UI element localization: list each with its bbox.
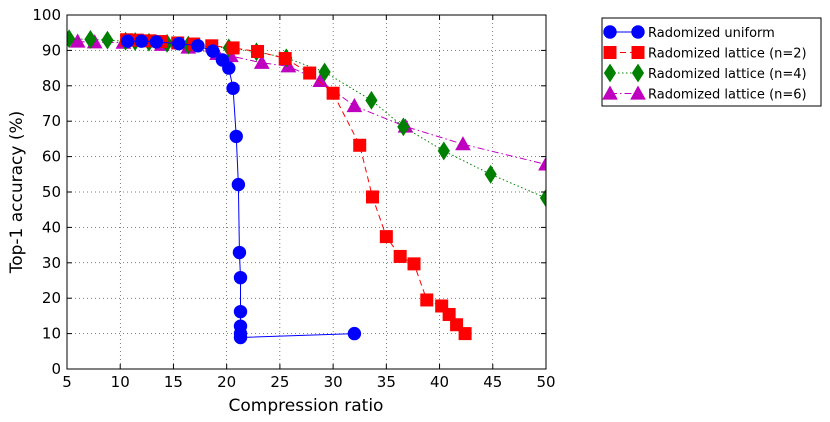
- x-tick-label: 20: [217, 373, 236, 391]
- data-point: [222, 61, 236, 75]
- data-point: [226, 81, 240, 95]
- data-point: [134, 34, 149, 48]
- data-point: [393, 249, 407, 263]
- y-tick-label: 10: [42, 325, 61, 343]
- x-tick-label: 15: [164, 373, 183, 391]
- data-point: [347, 326, 362, 341]
- series-line: [77, 41, 546, 165]
- data-point: [365, 190, 379, 204]
- data-point: [233, 330, 248, 345]
- data-point: [233, 270, 248, 285]
- x-tick-label: 40: [430, 373, 449, 391]
- data-point: [280, 58, 297, 73]
- legend-marker: [603, 25, 617, 39]
- data-point: [84, 30, 97, 49]
- x-tick-label: 25: [270, 373, 289, 391]
- y-tick-label: 20: [42, 289, 61, 307]
- y-tick-label: 70: [42, 112, 61, 130]
- x-tick-label: 10: [111, 373, 130, 391]
- data-point: [67, 29, 76, 49]
- y-tick-label: 30: [42, 254, 61, 272]
- data-point: [226, 41, 240, 55]
- y-tick-label: 100: [32, 6, 61, 24]
- data-point: [206, 44, 220, 58]
- y-tick-label: 40: [42, 218, 61, 236]
- data-point: [484, 164, 497, 184]
- data-point: [458, 327, 472, 341]
- data-point: [326, 86, 340, 100]
- data-point: [101, 30, 114, 50]
- series-1: [120, 34, 362, 345]
- y-tick-label: 90: [42, 41, 61, 59]
- data-point: [407, 257, 421, 271]
- x-tick-label: 5: [62, 373, 72, 391]
- legend-marker: [602, 85, 618, 100]
- data-point: [420, 293, 434, 307]
- y-tick-label: 60: [42, 148, 61, 166]
- data-point: [253, 54, 270, 69]
- data-point: [437, 141, 450, 161]
- legend: Radomized uniform Radomized lattice (n=2)…: [601, 17, 822, 107]
- data-point: [538, 156, 546, 171]
- data-point: [251, 44, 265, 58]
- x-tick-label: 35: [377, 373, 396, 391]
- data-point: [442, 307, 456, 321]
- y-tick-label: 50: [42, 183, 61, 201]
- data-point: [231, 177, 246, 192]
- data-point: [149, 35, 164, 49]
- legend-marker: [631, 46, 645, 59]
- x-tick-label: 45: [483, 373, 502, 391]
- data-point: [172, 36, 186, 51]
- data-point: [455, 136, 471, 151]
- x-axis-label: Compression ratio: [229, 396, 384, 416]
- data-point: [346, 97, 363, 113]
- y-axis-label: Top-1 accuracy (%): [7, 111, 27, 275]
- x-tick-label: 30: [324, 373, 343, 391]
- y-tick-label: 80: [42, 77, 61, 95]
- legend-marker: [603, 63, 617, 83]
- data-point: [232, 245, 247, 260]
- data-point: [191, 39, 205, 53]
- data-point: [120, 34, 135, 48]
- data-point: [69, 33, 86, 48]
- series-line: [126, 39, 466, 334]
- data-point: [233, 304, 248, 319]
- data-point: [379, 230, 393, 244]
- legend-marker: [631, 25, 645, 39]
- data-point: [365, 90, 378, 110]
- legend-marker: [631, 63, 645, 83]
- data-point: [539, 188, 546, 208]
- data-point: [229, 129, 243, 144]
- y-tick-label: 0: [51, 360, 61, 378]
- data-point: [303, 66, 317, 80]
- legend-label: Radomized lattice (n=2): [648, 47, 807, 62]
- legend-marker: [630, 85, 646, 100]
- data-point: [397, 117, 410, 137]
- legend-label: Radomized lattice (n=6): [648, 88, 807, 103]
- legend-label: Radomized lattice (n=4): [648, 67, 807, 82]
- x-tick-label: 50: [536, 373, 555, 391]
- data-point: [278, 52, 292, 66]
- data-point: [318, 62, 331, 82]
- data-point: [353, 138, 367, 152]
- legend-marker: [603, 46, 617, 59]
- legend-label: Radomized uniform: [648, 26, 775, 41]
